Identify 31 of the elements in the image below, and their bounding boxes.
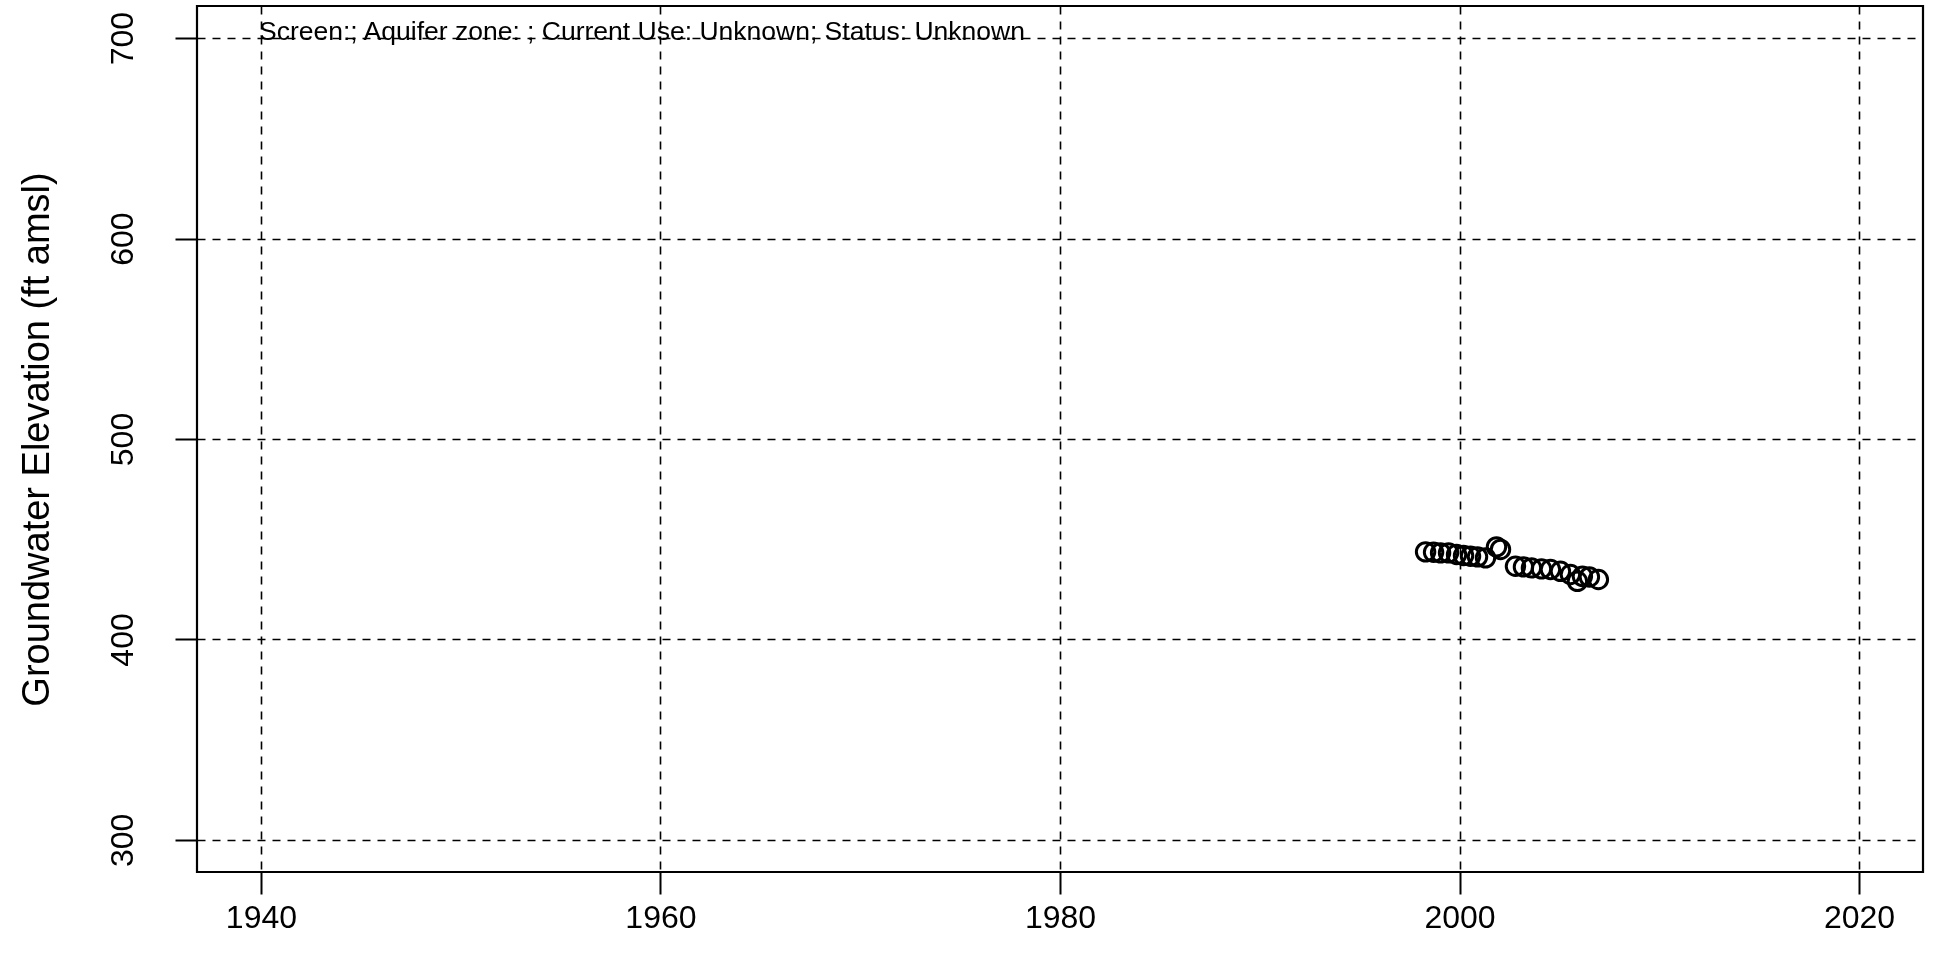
point [1559, 563, 1582, 586]
point [1512, 556, 1535, 578]
point [1429, 542, 1452, 564]
point [1474, 547, 1497, 569]
y-tick-label: 300 [103, 813, 140, 868]
point [1587, 568, 1610, 591]
x-tick-label: 2020 [1823, 898, 1896, 935]
y-tick-label: 500 [103, 412, 140, 467]
point [1452, 544, 1475, 567]
point [1414, 541, 1437, 563]
y-tick-label: 600 [103, 212, 140, 266]
point [1422, 541, 1445, 563]
point [1549, 560, 1572, 583]
point [1578, 566, 1601, 588]
x-tick-label: 1960 [625, 898, 697, 935]
point [1437, 542, 1460, 564]
point [1459, 545, 1482, 567]
point [1530, 558, 1553, 580]
point [1504, 555, 1527, 577]
point [1466, 546, 1489, 568]
point [1566, 570, 1589, 593]
point [1539, 558, 1562, 581]
point [1520, 557, 1543, 579]
y-tick-label: 400 [103, 613, 140, 667]
y-axis-title: Groundwater Elevation (ft amsl) [14, 172, 57, 707]
x-tick-label: 1940 [225, 898, 298, 935]
point [1571, 565, 1594, 588]
x-tick-label: 2000 [1424, 898, 1496, 935]
x-tick-label: 1980 [1024, 898, 1097, 935]
point [1445, 543, 1468, 566]
y-tick-label: 700 [103, 11, 140, 66]
